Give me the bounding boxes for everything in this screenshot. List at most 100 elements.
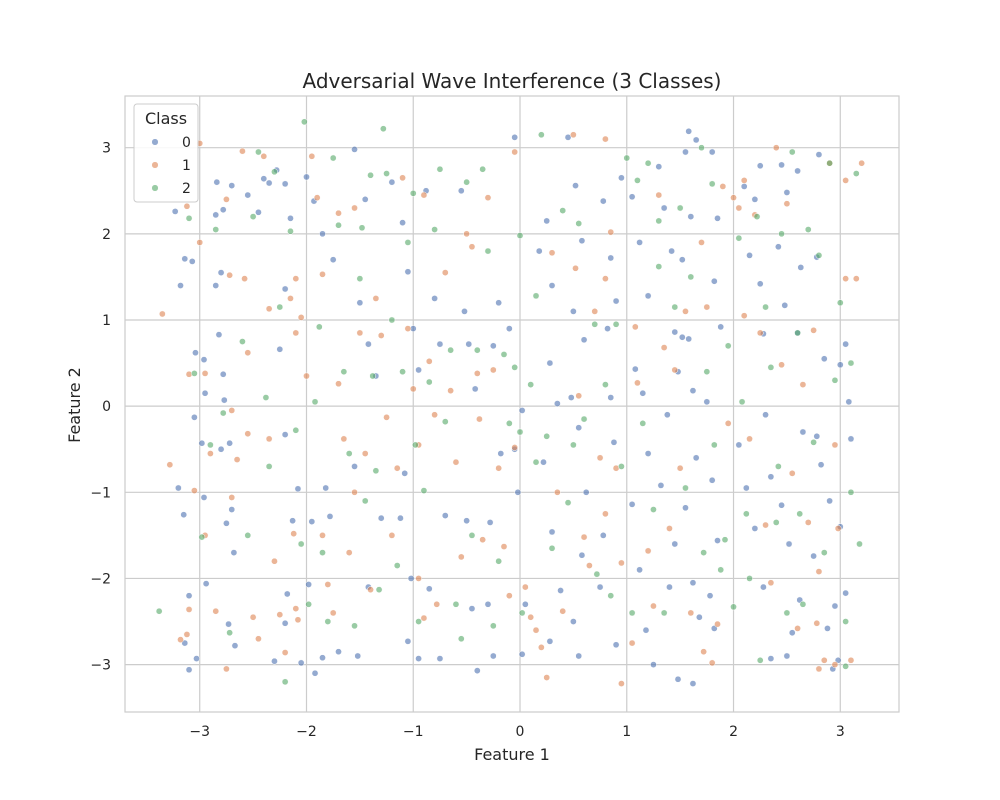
data-point xyxy=(311,669,319,677)
data-point xyxy=(228,407,236,414)
data-point xyxy=(714,620,721,628)
data-point xyxy=(783,652,791,660)
data-point xyxy=(388,316,396,324)
data-point xyxy=(742,510,750,518)
data-point xyxy=(380,125,387,133)
data-point xyxy=(226,629,233,637)
data-point xyxy=(393,464,401,472)
data-point xyxy=(618,680,625,687)
data-point xyxy=(820,656,828,664)
data-point xyxy=(676,464,684,472)
data-point xyxy=(223,665,230,673)
data-point xyxy=(276,303,284,311)
data-point xyxy=(532,292,540,300)
data-point xyxy=(516,232,524,239)
data-point xyxy=(756,162,764,170)
data-point xyxy=(666,583,673,591)
data-point xyxy=(847,359,855,367)
data-point xyxy=(783,609,791,617)
data-point xyxy=(193,655,200,662)
data-point xyxy=(292,275,300,282)
data-point xyxy=(578,237,586,245)
data-point xyxy=(628,193,636,201)
data-point xyxy=(788,148,796,156)
data-point xyxy=(604,325,611,332)
data-point xyxy=(602,275,609,282)
data-point xyxy=(361,450,369,457)
x-tick-label: 2 xyxy=(729,724,738,740)
data-point xyxy=(479,536,486,544)
data-point xyxy=(354,652,362,660)
data-point xyxy=(255,635,262,643)
data-point xyxy=(708,476,716,484)
data-point xyxy=(642,626,650,634)
data-point xyxy=(292,426,300,434)
data-point xyxy=(714,214,721,222)
data-point xyxy=(303,173,310,181)
data-point xyxy=(313,194,321,202)
data-point xyxy=(689,387,697,394)
data-point xyxy=(177,282,184,289)
data-point xyxy=(831,376,839,384)
data-point xyxy=(639,389,647,397)
data-point xyxy=(834,525,842,532)
data-point xyxy=(714,537,721,544)
data-point xyxy=(514,488,522,496)
data-point xyxy=(276,345,284,353)
data-point xyxy=(404,638,412,645)
data-point xyxy=(831,602,839,610)
data-point xyxy=(687,213,695,220)
data-point xyxy=(559,607,567,615)
data-point xyxy=(671,366,679,374)
y-tick-label: 2 xyxy=(102,227,111,243)
data-point xyxy=(756,656,764,664)
legend-label: 0 xyxy=(182,135,191,151)
data-point xyxy=(591,308,599,315)
data-points xyxy=(155,118,865,687)
legend-label: 1 xyxy=(182,158,191,174)
legend-box xyxy=(133,103,199,203)
data-point xyxy=(538,131,545,139)
data-point xyxy=(724,420,732,427)
data-point xyxy=(441,512,449,519)
data-point xyxy=(628,639,636,647)
data-point xyxy=(682,308,689,315)
data-point xyxy=(315,323,323,331)
data-point xyxy=(201,389,209,397)
y-tick-label: 1 xyxy=(102,313,111,329)
data-point xyxy=(612,320,620,328)
data-point xyxy=(650,602,657,610)
data-point xyxy=(687,609,695,617)
data-point xyxy=(335,221,342,229)
data-point xyxy=(572,182,579,189)
data-point xyxy=(217,269,225,276)
data-point xyxy=(527,381,535,388)
data-point xyxy=(631,365,639,373)
data-point xyxy=(226,439,233,447)
data-point xyxy=(452,600,460,608)
data-point xyxy=(255,208,262,216)
data-point xyxy=(700,549,707,556)
data-point xyxy=(570,441,577,449)
data-point xyxy=(543,432,551,440)
data-point xyxy=(324,618,332,625)
data-point xyxy=(602,135,609,143)
data-point xyxy=(546,638,554,645)
data-point xyxy=(425,358,433,365)
data-point xyxy=(415,575,422,582)
y-tick-labels: −3 −2 −1 0 1 2 3 xyxy=(90,141,111,674)
data-point xyxy=(180,511,188,519)
data-point xyxy=(335,209,342,217)
data-point xyxy=(610,438,618,446)
data-point xyxy=(717,323,725,331)
data-point xyxy=(842,589,849,597)
data-point xyxy=(265,435,273,443)
data-point xyxy=(687,273,695,281)
data-point xyxy=(756,329,764,337)
data-point xyxy=(217,445,225,453)
data-point xyxy=(212,226,220,233)
data-point xyxy=(407,575,415,582)
data-point xyxy=(783,189,791,196)
data-point xyxy=(580,415,588,423)
